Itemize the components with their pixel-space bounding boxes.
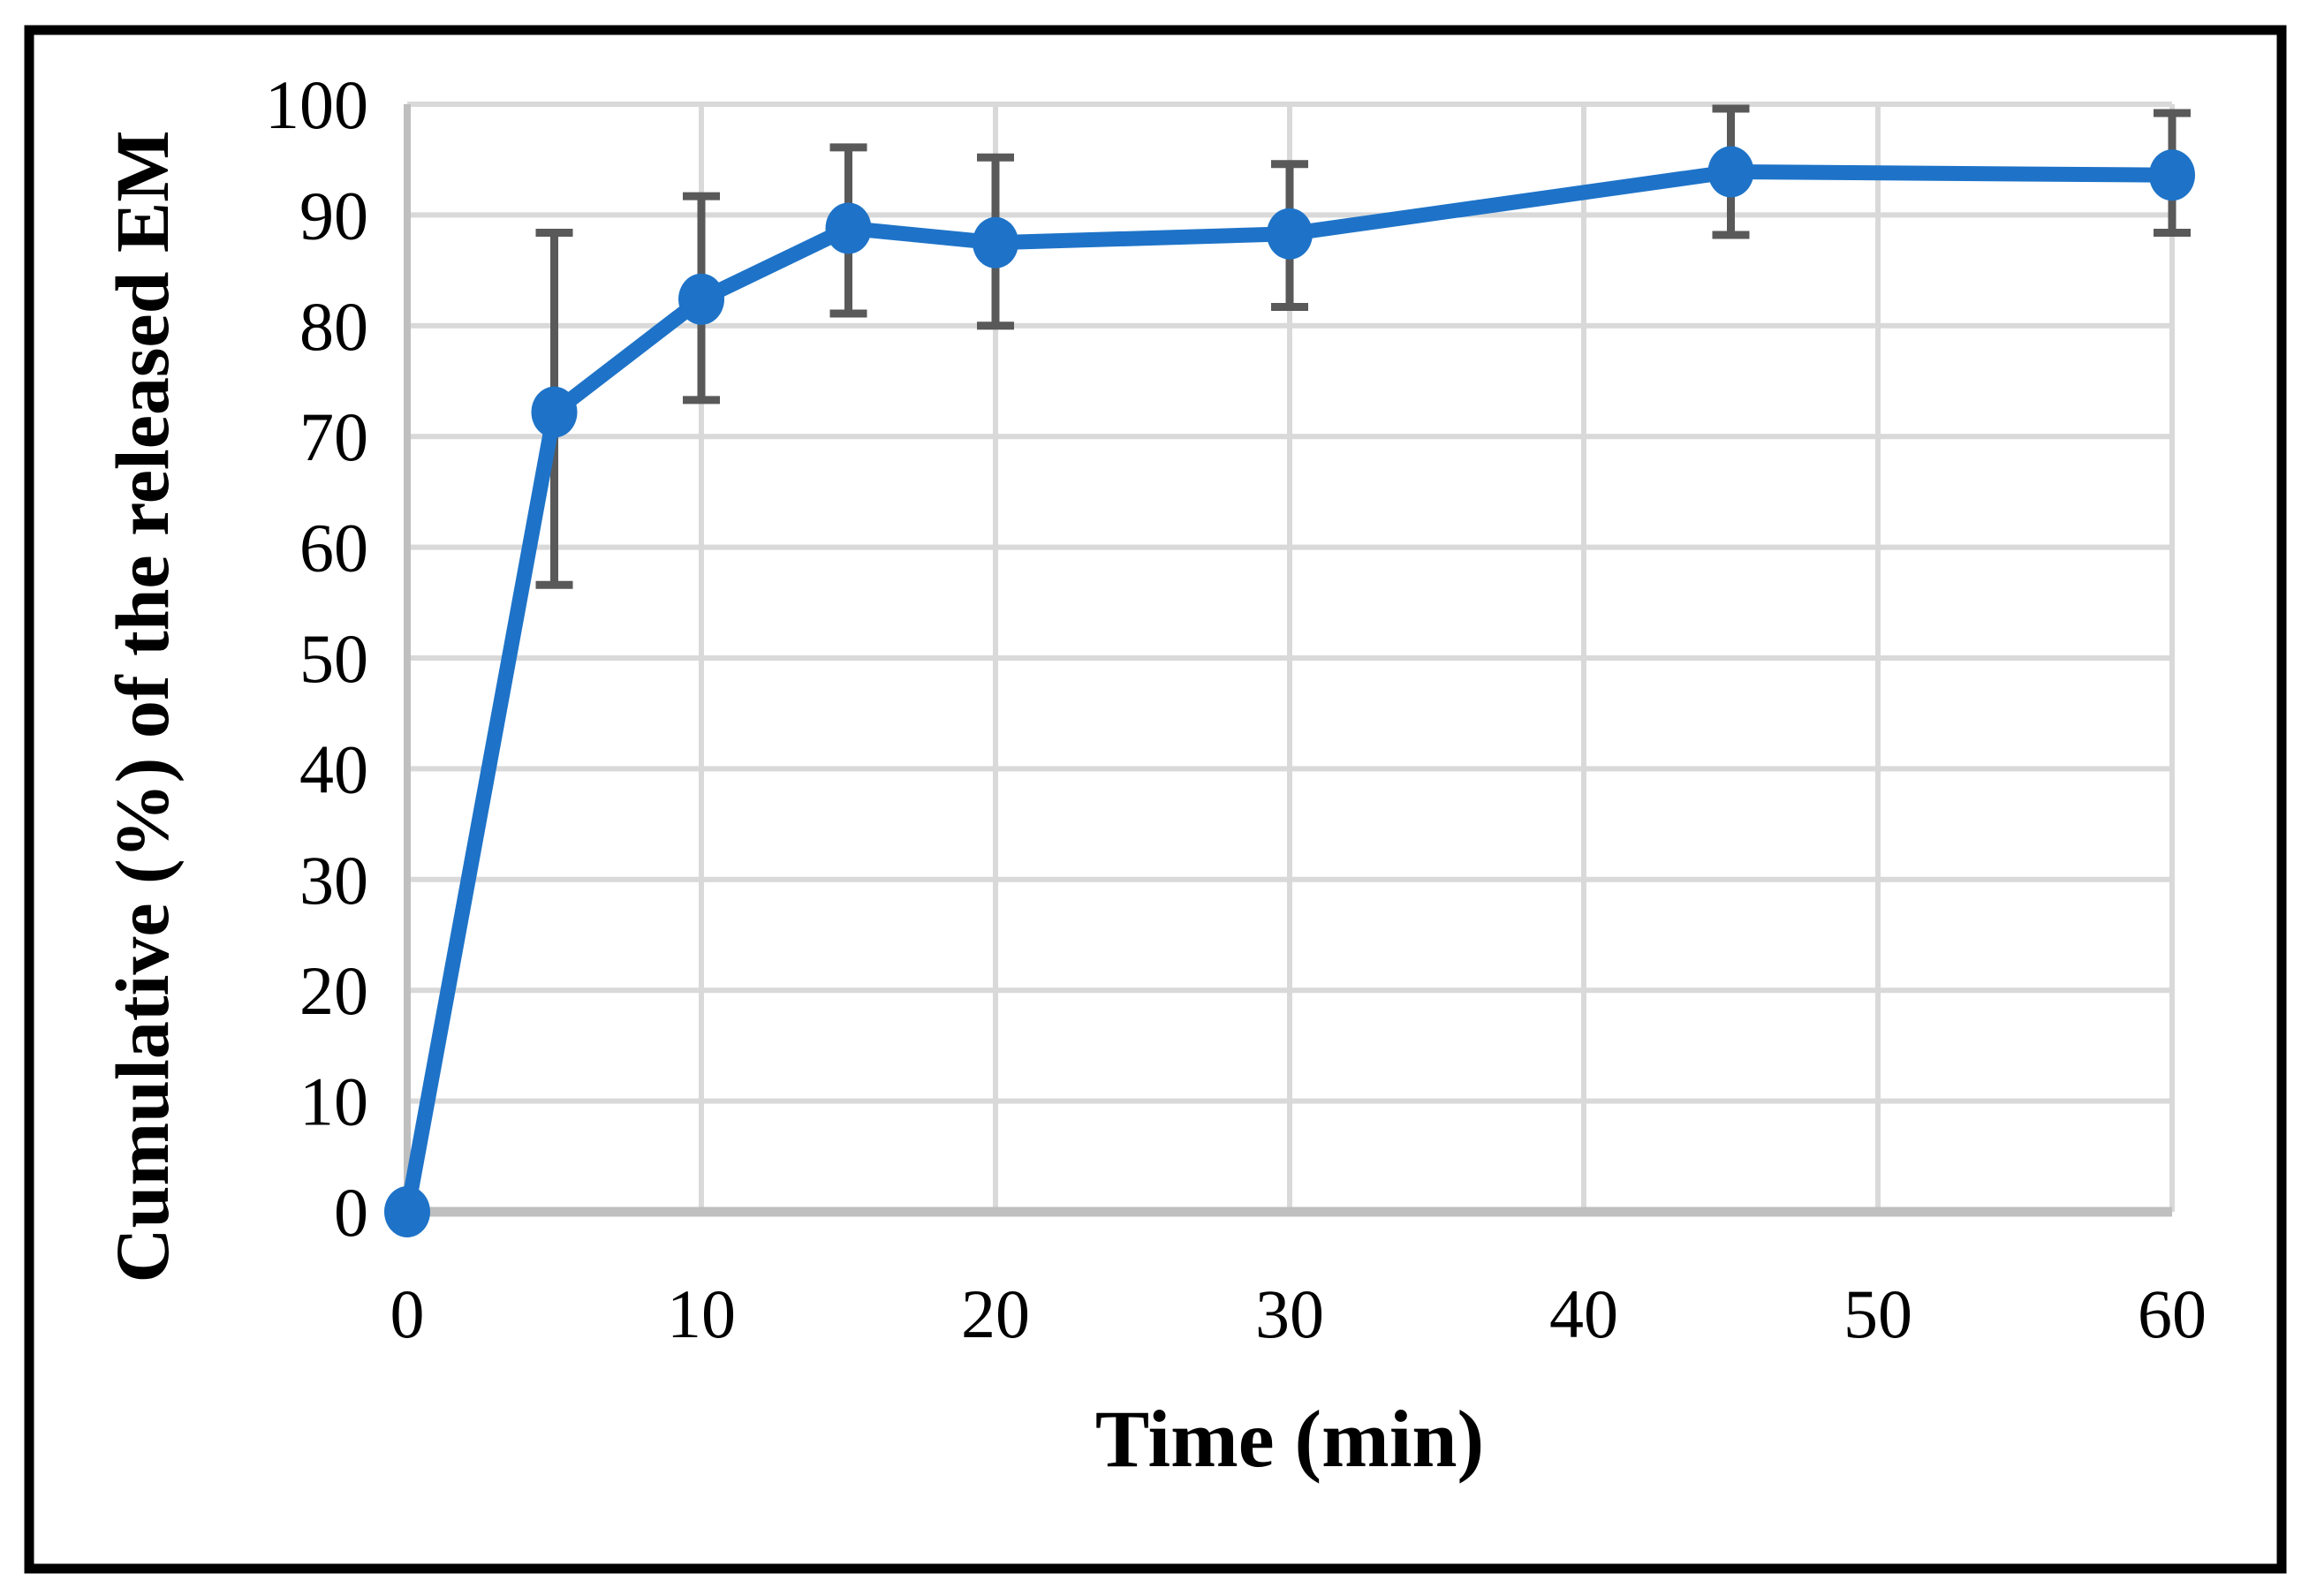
y-axis-title: Cumulative (%) of the released EM — [100, 131, 185, 1283]
y-tick-label: 30 — [299, 842, 368, 919]
series-markers — [384, 146, 2195, 1237]
x-tick-label: 20 — [961, 1275, 1030, 1352]
y-tick-label: 10 — [299, 1063, 368, 1140]
data-point — [1707, 146, 1754, 198]
data-point — [384, 1186, 430, 1237]
x-tick-label: 40 — [1549, 1275, 1618, 1352]
x-tick-label: 0 — [390, 1275, 425, 1352]
axis-lines — [404, 104, 2172, 1217]
y-tick-label: 50 — [299, 620, 368, 697]
data-point — [2149, 149, 2195, 201]
x-tick-label: 50 — [1843, 1275, 1912, 1352]
y-tick-label: 90 — [299, 177, 368, 253]
series-line — [399, 163, 2180, 1220]
y-tick-label: 20 — [299, 952, 368, 1029]
x-tick-label: 10 — [667, 1275, 736, 1352]
data-point — [531, 386, 578, 438]
series-polyline — [399, 163, 2180, 1220]
x-axis-title: Time (min) — [1095, 1394, 1484, 1484]
y-tick-labels: 0 10 20 30 40 50 60 70 80 90 100 — [265, 66, 368, 1251]
x-tick-label: 60 — [2138, 1275, 2207, 1352]
y-tick-label: 40 — [299, 730, 368, 807]
y-tick-label: 0 — [334, 1174, 368, 1251]
x-tick-label: 30 — [1255, 1275, 1324, 1352]
x-tick-labels: 0 10 20 30 40 50 60 — [390, 1275, 2207, 1352]
data-point — [825, 202, 872, 254]
y-tick-label: 70 — [299, 398, 368, 475]
y-tick-label: 100 — [265, 66, 368, 143]
y-tick-label: 60 — [299, 510, 368, 586]
y-tick-label: 80 — [299, 288, 368, 365]
data-point — [973, 216, 1018, 269]
data-point — [678, 273, 724, 325]
figure-border — [24, 25, 2287, 1574]
data-point — [1267, 208, 1313, 260]
